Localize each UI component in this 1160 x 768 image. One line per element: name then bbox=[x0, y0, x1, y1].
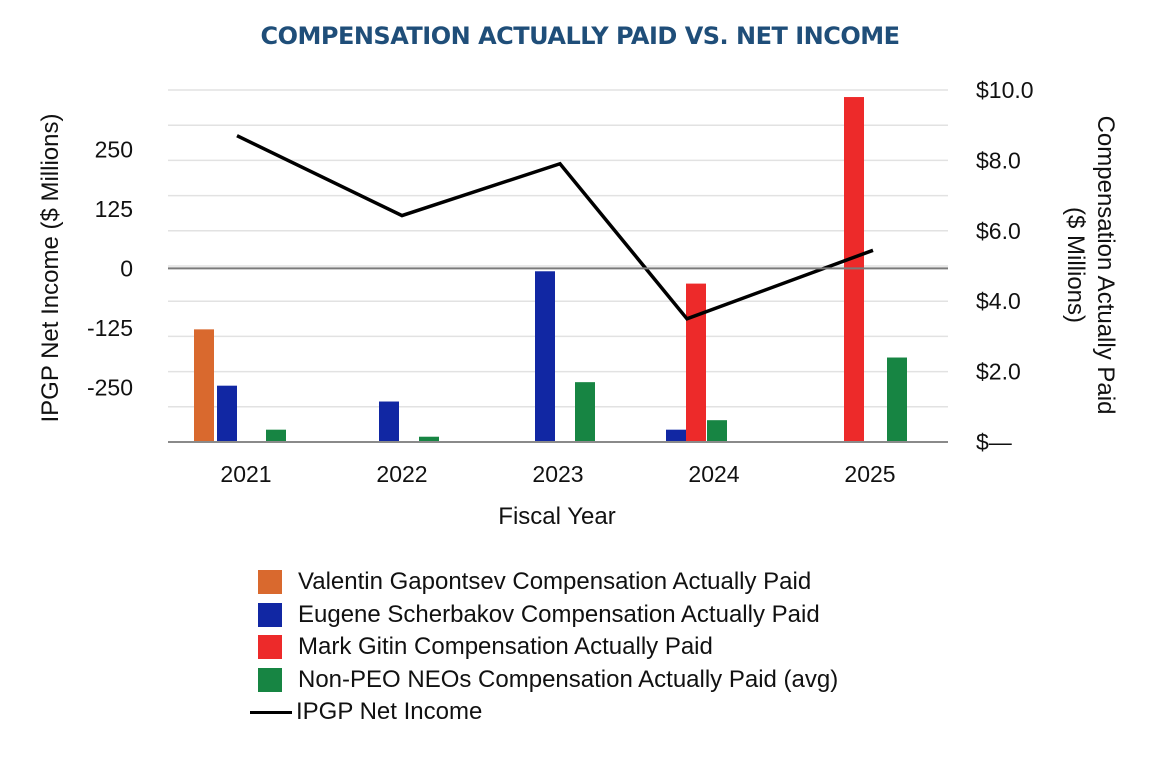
gridlines bbox=[168, 89, 948, 408]
bar-mark-2025 bbox=[844, 97, 864, 442]
right-tick-label: $10.0 bbox=[976, 77, 1034, 103]
bar-non-peo-2025 bbox=[887, 357, 907, 442]
legend-item-gapontsev: Valentin Gapontsev Compensation Actually… bbox=[258, 566, 838, 599]
x-tick-label: 2021 bbox=[220, 461, 271, 487]
legend-swatch bbox=[258, 570, 282, 595]
x-tick-label: 2022 bbox=[376, 461, 427, 487]
legend-swatch bbox=[258, 635, 282, 660]
tick-labels: $— $2.0 $4.0 $6.0 $8.0 $10.0 250 125 0 -125 -250 20… bbox=[87, 77, 1034, 487]
chart-title: COMPENSATION ACTUALLY PAID VS. NET INCOM… bbox=[260, 22, 900, 50]
bar-non-peo-2023 bbox=[575, 382, 595, 442]
right-tick-label: $2.0 bbox=[976, 359, 1021, 385]
left-tick-label: 125 bbox=[95, 196, 133, 222]
bar-mark-2024 bbox=[686, 283, 706, 442]
right-tick-label: $4.0 bbox=[976, 288, 1021, 314]
left-tick-label: 0 bbox=[120, 255, 133, 281]
legend: Valentin Gapontsev Compensation Actually… bbox=[250, 566, 838, 729]
right-axis-label: Compensation Actually Paid($ Millions) bbox=[1062, 116, 1119, 415]
x-tick-label: 2025 bbox=[844, 461, 895, 487]
axes bbox=[168, 267, 948, 443]
bar-non-peo-2022 bbox=[419, 436, 439, 442]
legend-line-swatch bbox=[250, 710, 292, 714]
left-tick-label: 250 bbox=[95, 136, 133, 162]
bar-eugene-2023 bbox=[535, 271, 555, 442]
bar-valentin-2021 bbox=[194, 329, 214, 442]
legend-label: IPGP Net Income bbox=[296, 698, 483, 726]
legend-label: Non-PEO NEOs Compensation Actually Paid … bbox=[298, 665, 839, 693]
net-income-polyline bbox=[236, 134, 874, 321]
legend-item-non-peo: Non-PEO NEOs Compensation Actually Paid … bbox=[258, 664, 838, 697]
x-tick-label: 2023 bbox=[532, 461, 583, 487]
bar-eugene-2022 bbox=[379, 401, 399, 442]
legend-item-net-income: IPGP Net Income bbox=[250, 696, 838, 729]
left-tick-label: -125 bbox=[87, 315, 133, 341]
right-axis-label-line2: ($ Millions) bbox=[1062, 207, 1089, 323]
bar-eugene-2024 bbox=[666, 429, 686, 442]
legend-item-scherbakov: Eugene Scherbakov Compensation Actually … bbox=[258, 599, 838, 632]
right-tick-label: $8.0 bbox=[976, 147, 1021, 173]
legend-label: Eugene Scherbakov Compensation Actually … bbox=[298, 600, 820, 628]
x-axis-label: Fiscal Year bbox=[498, 503, 615, 530]
legend-item-gitin: Mark Gitin Compensation Actually Paid bbox=[258, 631, 838, 664]
right-axis-label-line1: Compensation Actually Paid bbox=[1092, 116, 1119, 415]
left-axis-label: IPGP Net Income ($ Millions) bbox=[37, 114, 64, 423]
right-tick-label: $6.0 bbox=[976, 218, 1021, 244]
bar-eugene-2021 bbox=[217, 385, 237, 442]
bar-non-peo-2024 bbox=[707, 420, 727, 442]
left-tick-label: -250 bbox=[87, 374, 133, 400]
bar-non-peo-2021 bbox=[266, 429, 286, 442]
bars bbox=[194, 97, 907, 442]
legend-swatch bbox=[258, 667, 282, 692]
net-income-line bbox=[236, 134, 874, 321]
x-tick-label: 2024 bbox=[688, 461, 739, 487]
legend-swatch bbox=[258, 602, 282, 627]
legend-label: Valentin Gapontsev Compensation Actually… bbox=[298, 568, 812, 596]
right-tick-label: $— bbox=[976, 429, 1012, 455]
legend-label: Mark Gitin Compensation Actually Paid bbox=[298, 633, 713, 661]
